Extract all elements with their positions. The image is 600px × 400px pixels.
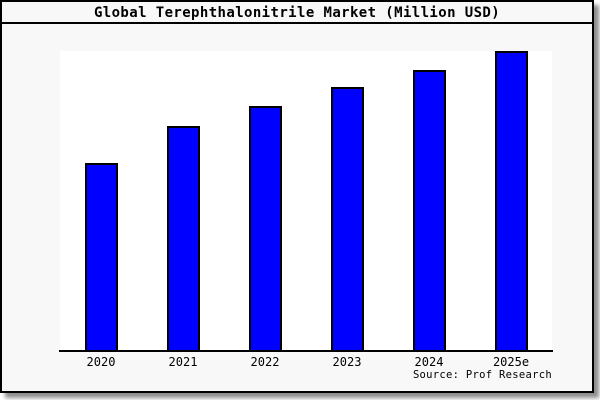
bar-2022 xyxy=(248,106,282,350)
chart-title: Global Terephthalonitrile Market (Millio… xyxy=(93,5,501,21)
chart-window: Global Terephthalonitrile Market (Millio… xyxy=(0,0,594,393)
bar-2021 xyxy=(166,125,200,350)
x-tick-label-2022: 2022 xyxy=(250,355,280,369)
title-bar: Global Terephthalonitrile Market (Millio… xyxy=(2,2,592,24)
x-tick-label-2020: 2020 xyxy=(86,355,116,369)
x-axis-line xyxy=(59,350,553,352)
x-tick-label-2021: 2021 xyxy=(168,355,198,369)
x-tick-label-2023: 2023 xyxy=(332,355,362,369)
bar-2020 xyxy=(84,163,118,350)
x-axis-labels: 2020 2021 2022 2023 2024 2025e xyxy=(2,355,592,369)
x-tick-label-2024: 2024 xyxy=(414,355,444,369)
bar-2023 xyxy=(330,86,364,350)
bar-2024 xyxy=(412,70,446,350)
x-tick-label-2025e: 2025e xyxy=(492,355,530,369)
bar-2025e xyxy=(494,51,528,350)
source-note: Source: Prof Research xyxy=(412,369,552,381)
plot-area xyxy=(60,51,552,350)
